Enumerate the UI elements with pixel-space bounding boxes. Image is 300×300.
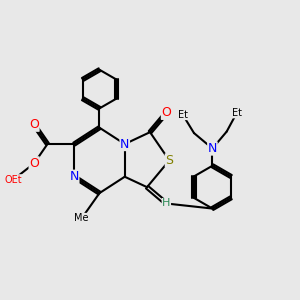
Text: H: H (162, 199, 170, 208)
Text: O: O (161, 106, 171, 119)
Text: S: S (165, 154, 173, 167)
Text: N: N (120, 138, 129, 151)
Text: OEt: OEt (4, 175, 22, 185)
Text: Et: Et (232, 108, 242, 118)
Text: O: O (29, 157, 39, 170)
Text: Me: Me (74, 213, 89, 224)
Text: N: N (70, 170, 79, 183)
Text: O: O (29, 118, 39, 131)
Text: N: N (208, 142, 217, 155)
Text: Et: Et (178, 110, 188, 120)
